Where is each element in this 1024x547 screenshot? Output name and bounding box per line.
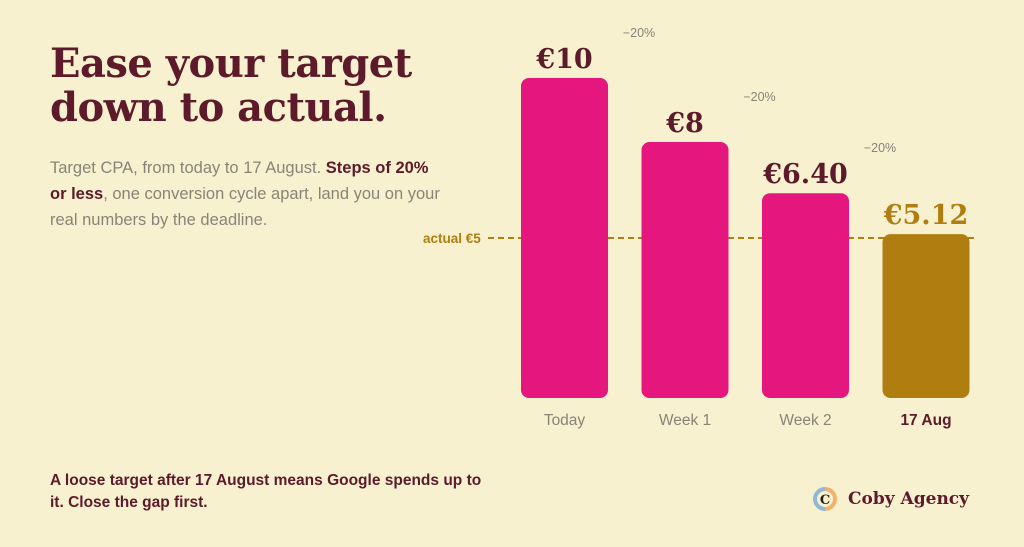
category-label: Week 2 bbox=[779, 412, 831, 429]
reference-line-label: actual €5 bbox=[423, 231, 481, 246]
subtitle-emphasis: Steps of 20% or less bbox=[50, 159, 429, 203]
category-label: Week 1 bbox=[659, 412, 711, 429]
step-change-label: −20% bbox=[623, 26, 655, 40]
subtitle-part-1: Target CPA, from today to 17 August. bbox=[50, 159, 326, 177]
subtitle-part-2: , one conversion cycle apart, land you o… bbox=[50, 185, 440, 229]
value-label: €5.12 bbox=[883, 200, 969, 231]
logo-letter: C bbox=[820, 493, 830, 508]
coby-logo-icon: C bbox=[813, 487, 837, 511]
brand-name: Coby Agency bbox=[848, 489, 970, 509]
brand: C Coby Agency bbox=[812, 486, 969, 512]
headline-line-2: down to actual. bbox=[50, 84, 387, 131]
headline-line-1: Ease your target bbox=[50, 40, 412, 87]
headline: Ease your target down to actual. bbox=[50, 42, 470, 130]
value-label: €10 bbox=[535, 44, 592, 75]
bar-today bbox=[521, 78, 608, 398]
footnote: A loose target after 17 August means Goo… bbox=[50, 472, 482, 511]
value-label: €8 bbox=[665, 108, 704, 139]
category-label: Today bbox=[544, 412, 586, 429]
bar-17-aug bbox=[882, 234, 970, 398]
step-change-label: −20% bbox=[864, 141, 896, 155]
subtitle: Target CPA, from today to 17 August. Ste… bbox=[50, 155, 445, 233]
step-change-label: −20% bbox=[743, 90, 775, 104]
bar-week-1 bbox=[641, 142, 729, 398]
bar-week-2 bbox=[762, 193, 849, 398]
category-label: 17 Aug bbox=[900, 412, 951, 429]
value-label: €6.40 bbox=[762, 159, 848, 190]
